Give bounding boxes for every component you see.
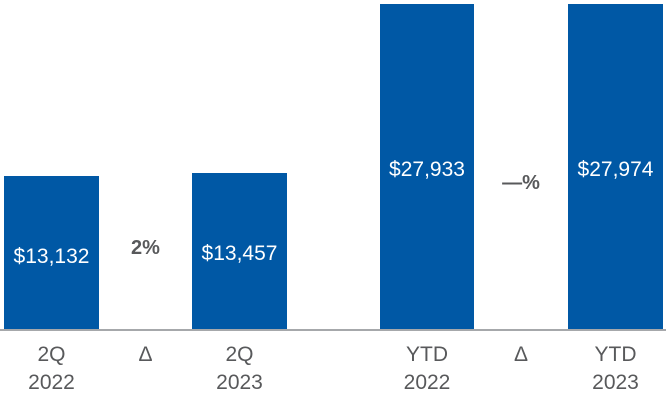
bar-ytd-2023: $27,974: [568, 4, 663, 329]
delta-value-2q: 2%: [131, 237, 160, 259]
x-axis-line: [0, 329, 666, 331]
bar-2q-2022: $13,132: [4, 176, 99, 329]
delta-symbol: Δ: [513, 343, 529, 366]
bar-value-label: $13,457: [201, 242, 278, 265]
axis-label-line1: YTD: [594, 343, 637, 366]
delta-value-ytd: —%: [502, 172, 540, 194]
bar-2q-2023: $13,457: [192, 173, 287, 329]
delta-symbol: Δ: [138, 343, 153, 366]
axis-label-line1: YTD: [406, 343, 448, 366]
bar-value-label: $13,132: [13, 245, 90, 268]
axis-label-line2: 2023: [216, 371, 263, 394]
axis-label-line1: 2Q: [225, 343, 254, 366]
axis-label-line2: 2023: [592, 371, 639, 394]
axis-label-ytd-2022: YTD 2022: [380, 341, 474, 397]
axis-label-2q-2022: 2Q 2022: [4, 341, 99, 397]
bar-value-label: $27,933: [389, 158, 465, 181]
bar-ytd-2022: $27,933: [380, 4, 474, 329]
axis-label-delta-ytd: Δ: [474, 341, 568, 369]
axis-label-ytd-2023: YTD 2023: [568, 341, 663, 397]
bar-value-label: $27,974: [577, 158, 654, 181]
axis-label-line1: 2Q: [37, 343, 66, 366]
axis-label-line2: 2022: [28, 371, 75, 394]
axis-label-line2: 2022: [403, 371, 451, 394]
axis-label-2q-2023: 2Q 2023: [192, 341, 287, 397]
axis-label-delta-2q: Δ: [99, 341, 192, 369]
